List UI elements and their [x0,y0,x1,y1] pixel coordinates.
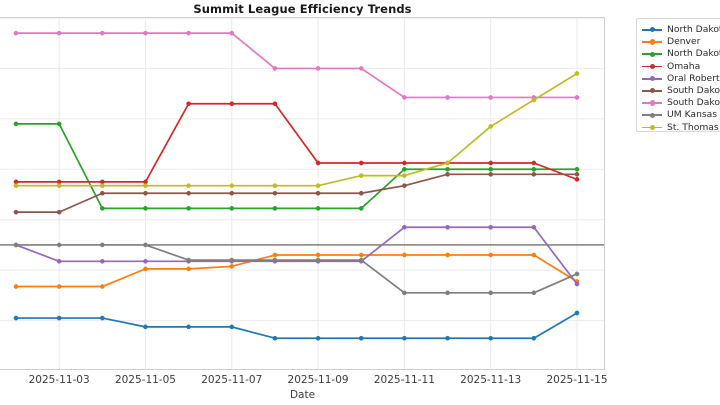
legend-color-swatch [642,25,662,35]
legend-item[interactable]: Denver [642,36,720,48]
x-tick-label: 2025-11-15 [546,374,608,386]
legend-color-swatch [642,98,662,108]
x-tick-label: 2025-11-03 [28,374,90,386]
legend-item[interactable]: Omaha [642,61,720,73]
legend-item[interactable]: South Dakota [642,85,720,97]
series-2 [13,121,580,211]
series-8 [13,71,580,189]
legend-label: St. Thomas - M [667,121,720,132]
legend-color-swatch [642,62,662,72]
legend-item[interactable]: North Dakota [642,24,720,36]
x-tick-label: 2025-11-13 [460,374,522,386]
legend-item[interactable]: North Dakota [642,48,720,60]
legend-color-swatch [642,86,662,96]
legend-label: Denver [667,36,701,48]
legend-color-swatch [642,49,662,59]
legend-item[interactable]: UM Kansas Cit [642,109,720,121]
series-3 [13,101,580,185]
x-axis-tick-labels: 2025-11-03 2025-11-05 2025-11-07 2025-11-09… [0,374,608,390]
legend-label: Oral Roberts [667,72,720,84]
x-tick-label: 2025-11-07 [201,374,263,386]
chart-legend[interactable]: North DakotaDenverNorth DakotaOmahaOral … [636,18,720,132]
legend-color-swatch [642,110,662,120]
series-5 [13,171,580,215]
x-tick-label: 2025-11-09 [287,374,349,386]
series-4 [13,224,580,287]
legend-color-swatch [642,74,662,84]
legend-label: North Dakota [667,24,720,36]
series-1 [13,252,580,289]
legend-label: South Dakota [667,85,720,97]
legend-item[interactable]: South Dakota [642,97,720,109]
legend-label: South Dakota [667,97,720,109]
legend-color-swatch [642,123,662,131]
plot-area [0,17,605,370]
x-tick-label: 2025-11-11 [373,374,435,386]
legend-item[interactable]: St. Thomas - M [642,121,720,132]
legend-color-swatch [642,37,662,47]
legend-label: North Dakota [667,48,720,60]
chart-title: Summit League Efficiency Trends [193,2,412,16]
legend-label: UM Kansas Cit [667,109,720,121]
line-chart-svg [0,18,604,369]
series-7 [13,242,580,296]
x-tick-label: 2025-11-05 [114,374,176,386]
x-axis-title: Date [289,389,316,401]
legend-item[interactable]: Oral Roberts [642,73,720,85]
series-6 [13,30,580,100]
series-0 [13,310,580,341]
legend-label: Omaha [667,60,701,72]
plot-inner [0,18,604,369]
